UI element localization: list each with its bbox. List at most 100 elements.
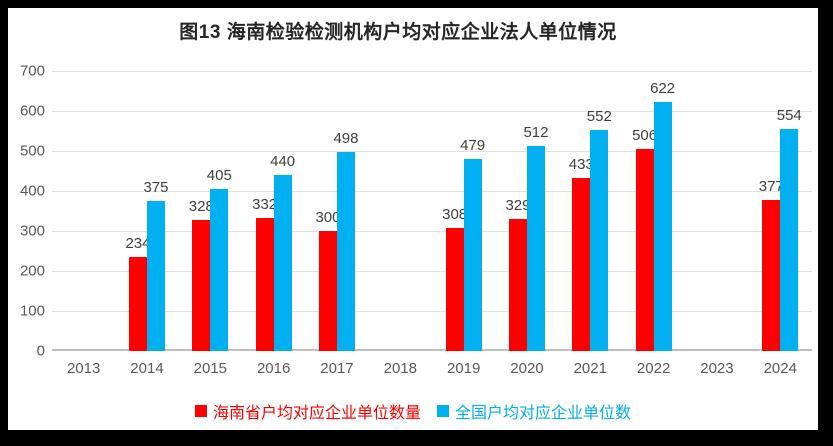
bar-slot: 405: [207, 71, 232, 351]
legend-label: 全国户均对应企业单位数: [455, 405, 632, 422]
data-label: 377: [758, 177, 784, 195]
chart-title: 图13 海南检验检测机构户均对应企业法人单位情况: [179, 22, 617, 43]
data-label: 622: [650, 79, 676, 97]
data-label: 375: [143, 178, 169, 196]
y-tick-label: 400: [19, 182, 45, 200]
bar-slot: 234: [125, 71, 151, 351]
bar-slot: 433: [569, 71, 594, 351]
bar-pair: 332 440: [252, 71, 295, 351]
bar-slot: 622: [650, 71, 675, 351]
x-tick-label: 2021: [573, 360, 607, 377]
data-label: 300: [315, 208, 341, 226]
bar: [255, 218, 274, 351]
legend-item: 海南省户均对应企业单位数量: [194, 399, 421, 423]
legend-label: 海南省户均对应企业单位数量: [212, 405, 421, 422]
bar-pair: 377 554: [758, 71, 802, 351]
bar: [146, 201, 165, 351]
y-tick-label: 600: [19, 102, 45, 120]
bar-slot: 552: [587, 71, 612, 351]
category-group-2014: 234 375: [115, 71, 178, 351]
gridline: [52, 311, 812, 312]
data-label: 308: [442, 205, 468, 223]
bar-slot: 329: [505, 71, 530, 351]
x-tick-label: 2015: [193, 360, 227, 377]
bar-pair: 433 552: [569, 71, 612, 351]
bar: [590, 130, 609, 351]
data-label: 440: [270, 152, 296, 170]
bar-slot: 498: [333, 71, 358, 351]
bar: [463, 159, 482, 351]
bar-pair: 328 405: [189, 71, 232, 351]
legend-item: 全国户均对应企业单位数: [437, 399, 631, 423]
data-label: 498: [333, 129, 359, 147]
bar: [780, 129, 799, 351]
data-label: 554: [776, 106, 802, 124]
category-group-2016: 332 440: [242, 71, 305, 351]
y-tick-label: 200: [19, 262, 45, 280]
x-tick-label: 2013: [66, 360, 101, 377]
bar: [762, 200, 781, 351]
data-label: 512: [523, 123, 549, 141]
category-group-2020: 329 512: [495, 71, 558, 351]
chart-panel: 图13 海南检验检测机构户均对应企业法人单位情况 700 600 500 400 300…: [8, 8, 818, 430]
data-label: 433: [568, 155, 594, 173]
bar-slot: 554: [777, 71, 802, 351]
category-group-2024: 377 554: [749, 71, 812, 351]
x-tick-label: 2018: [383, 360, 417, 377]
data-label: 329: [505, 196, 531, 214]
bar: [572, 178, 591, 351]
y-tick-label: 100: [19, 302, 45, 320]
category-group-2023: [685, 71, 748, 351]
data-label: 332: [252, 195, 278, 213]
bar: [653, 102, 672, 351]
category-group-2022: 506 622: [622, 71, 685, 351]
bar-pair: 308 479: [442, 71, 485, 351]
bar: [128, 257, 147, 351]
bar: [210, 189, 229, 351]
category-group-2013: [52, 71, 115, 351]
x-axis: 2013 2014 2015 2016 2017 2018 2019 2020 2021 2022…: [52, 360, 812, 377]
bar-pair: 329 512: [505, 71, 548, 351]
bar: [273, 175, 292, 351]
data-label: 234: [125, 234, 151, 252]
gridline: [52, 151, 812, 152]
x-tick-label: 2023: [700, 360, 734, 377]
bar: [508, 219, 527, 351]
x-tick-label: 2019: [446, 360, 481, 377]
bar-slot: 300: [315, 71, 340, 351]
gridline: [52, 191, 812, 192]
gridline: [52, 71, 812, 72]
bar-pair: 506 622: [632, 71, 675, 351]
category-group-2017: 300 498: [305, 71, 368, 351]
x-axis-line: [52, 349, 812, 351]
bar-pair: 234 375: [125, 71, 169, 351]
bar: [635, 149, 654, 351]
bar: [526, 146, 545, 351]
bar-slot: 512: [523, 71, 548, 351]
legend-swatch-icon: [437, 405, 449, 417]
category-group-2019: 308 479: [432, 71, 495, 351]
category-group-2021: 433 552: [559, 71, 622, 351]
gridline: [52, 271, 812, 272]
bar-slot: 375: [143, 71, 169, 351]
bar: [336, 152, 355, 351]
data-label: 328: [188, 197, 214, 215]
category-group-2015: 328 405: [179, 71, 242, 351]
legend: 海南省户均对应企业单位数量 全国户均对应企业单位数: [8, 399, 818, 423]
bar-slot: 328: [189, 71, 214, 351]
bar-slot: 440: [270, 71, 295, 351]
x-tick-label: 2020: [510, 360, 544, 377]
bar: [445, 228, 464, 351]
x-tick-label: 2016: [256, 360, 291, 377]
bar-pair: 300 498: [315, 71, 358, 351]
plot-area: 234 375 328 405 332 440 300 498 308 479 329 512 433 5…: [52, 71, 812, 351]
category-group-2018: [369, 71, 432, 351]
x-tick-label: 2022: [636, 360, 671, 377]
y-tick-label: 0: [36, 342, 45, 360]
bar-slot: 332: [252, 71, 277, 351]
x-tick-label: 2024: [763, 360, 797, 377]
legend-swatch-icon: [194, 405, 207, 417]
bar: [318, 231, 337, 351]
bar-slot: 479: [460, 71, 485, 351]
gridline: [52, 231, 812, 232]
